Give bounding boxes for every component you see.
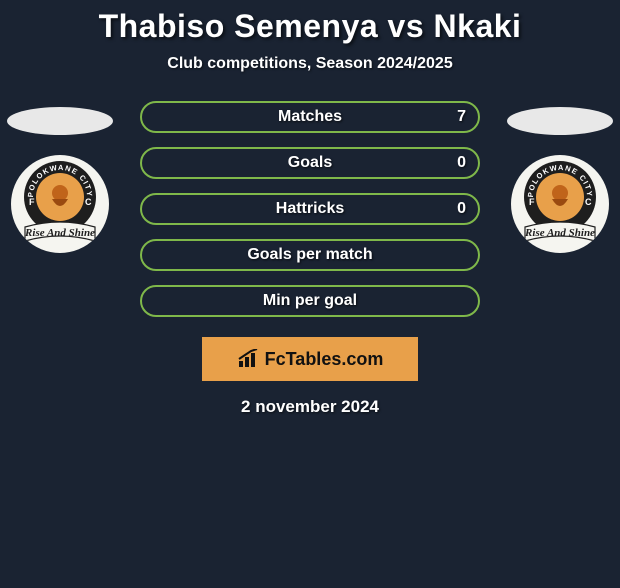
club-badge-icon: POLOKWANE CITY F C Rise And Shine <box>11 155 109 253</box>
svg-text:Rise And Shine: Rise And Shine <box>24 227 95 239</box>
stat-right-value: 0 <box>457 154 466 172</box>
svg-text:Rise And Shine: Rise And Shine <box>524 227 595 239</box>
player-left-photo-placeholder <box>7 107 113 135</box>
stat-label: Goals <box>288 154 332 172</box>
svg-text:C: C <box>585 197 592 207</box>
watermark-chart-icon <box>237 349 261 369</box>
player-right-column: POLOKWANE CITY F C Rise And Shine <box>500 101 620 253</box>
player-left-club-badge: POLOKWANE CITY F C Rise And Shine <box>11 155 109 253</box>
stat-bar-goals-per-match: Goals per match <box>140 239 480 271</box>
subtitle: Club competitions, Season 2024/2025 <box>0 55 620 73</box>
page-title: Thabiso Semenya vs Nkaki <box>0 8 620 45</box>
svg-text:C: C <box>85 197 92 207</box>
stat-bar-matches: Matches 7 <box>140 101 480 133</box>
svg-text:F: F <box>529 197 535 207</box>
player-right-club-badge: POLOKWANE CITY F C Rise And Shine <box>511 155 609 253</box>
player-right-photo-placeholder <box>507 107 613 135</box>
stat-right-value: 0 <box>457 200 466 218</box>
watermark: FcTables.com <box>237 349 384 370</box>
watermark-box: FcTables.com <box>202 337 418 381</box>
stat-label: Min per goal <box>263 292 357 310</box>
player-left-column: POLOKWANE CITY F C Rise And Shine <box>0 101 120 253</box>
stat-bar-hattricks: Hattricks 0 <box>140 193 480 225</box>
stat-label: Hattricks <box>276 200 344 218</box>
stat-bar-min-per-goal: Min per goal <box>140 285 480 317</box>
comparison-content: POLOKWANE CITY F C Rise And Shine POLOKW… <box>0 101 620 417</box>
stat-bar-goals: Goals 0 <box>140 147 480 179</box>
stat-bars: Matches 7 Goals 0 Hattricks 0 Goals per … <box>140 101 480 317</box>
stat-right-value: 7 <box>457 108 466 126</box>
svg-text:F: F <box>29 197 35 207</box>
club-badge-icon: POLOKWANE CITY F C Rise And Shine <box>511 155 609 253</box>
stat-label: Matches <box>278 108 342 126</box>
date-text: 2 november 2024 <box>0 397 620 417</box>
stat-label: Goals per match <box>247 246 372 264</box>
watermark-text: FcTables.com <box>265 349 384 370</box>
